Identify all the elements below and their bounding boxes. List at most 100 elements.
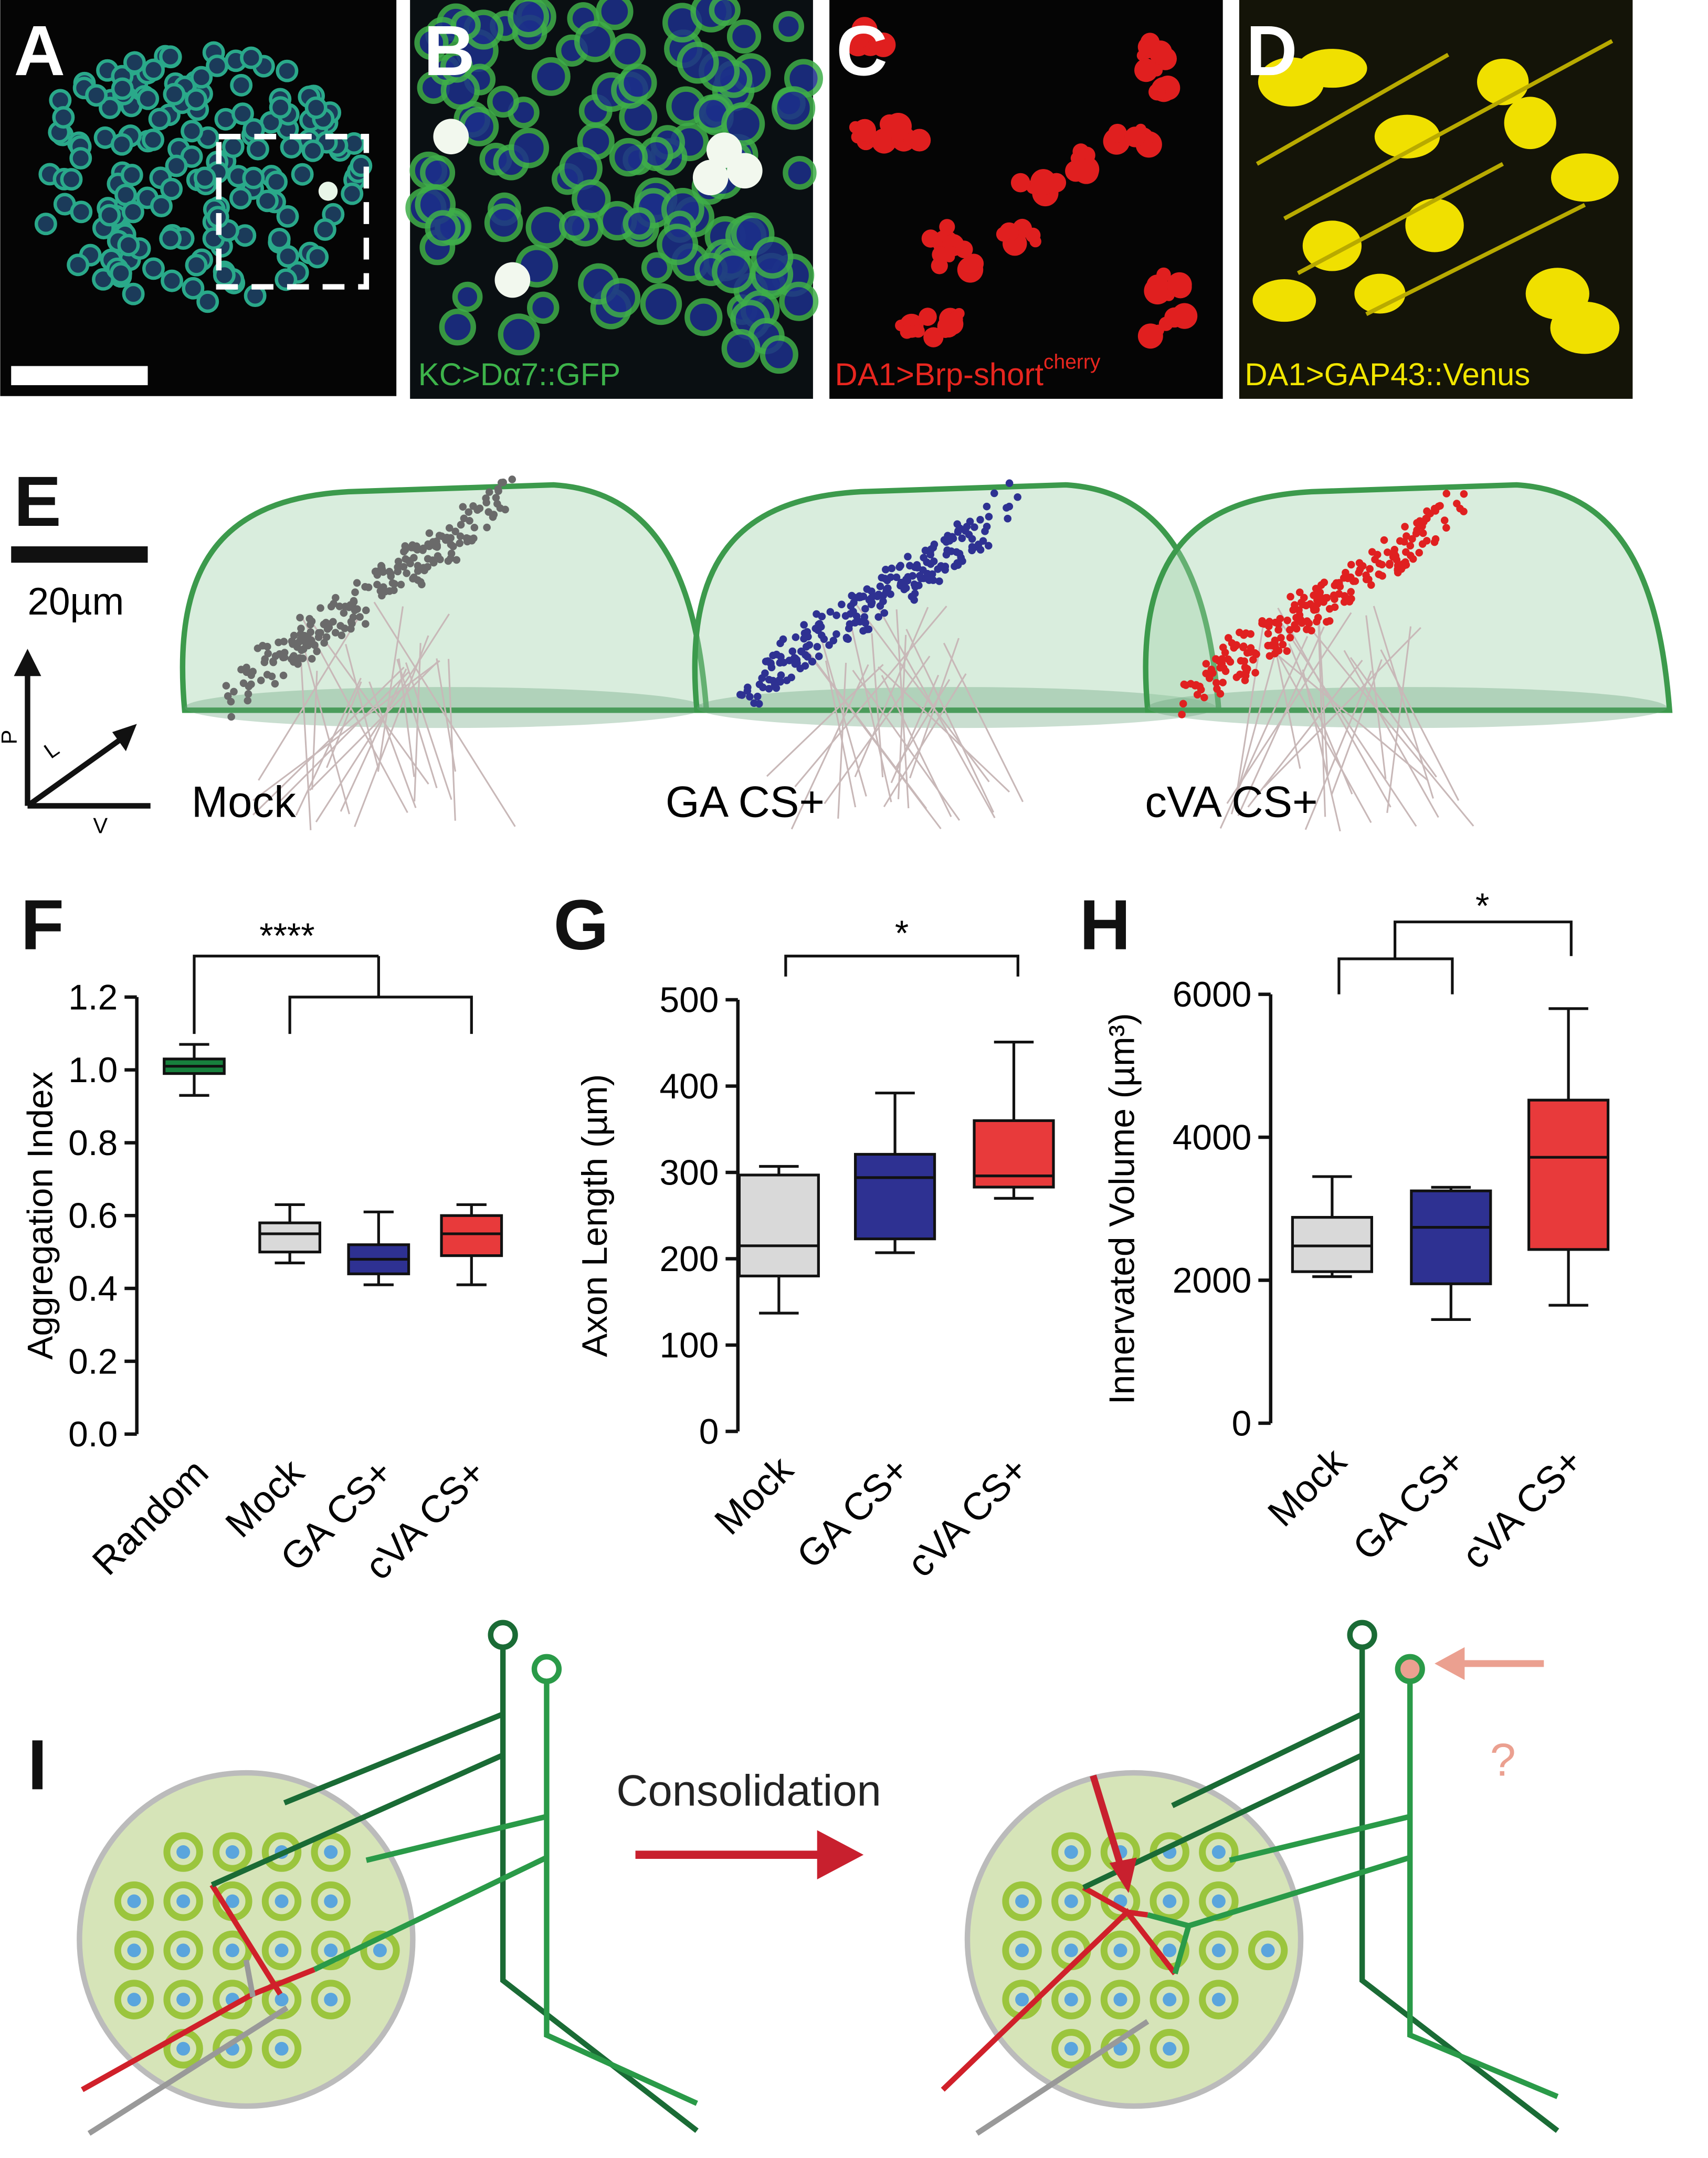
axon bbox=[1349, 657, 1437, 778]
blob bbox=[1146, 274, 1168, 297]
cell bbox=[452, 281, 483, 312]
bouton bbox=[1310, 591, 1317, 599]
soma bbox=[1395, 1654, 1425, 1684]
x-tick-label: cVA CS+ bbox=[1454, 1440, 1591, 1577]
axon bbox=[1343, 650, 1439, 818]
cell bbox=[1297, 49, 1367, 88]
kc-dot bbox=[324, 1845, 338, 1859]
bouton bbox=[490, 511, 498, 519]
bouton bbox=[919, 566, 927, 574]
kc-ring bbox=[1150, 1980, 1189, 2019]
bouton bbox=[322, 619, 330, 627]
bouton bbox=[818, 631, 826, 639]
cell bbox=[657, 224, 699, 266]
kc-dot bbox=[176, 1845, 191, 1859]
cell bbox=[231, 102, 254, 125]
bouton bbox=[508, 475, 516, 483]
orientation-axes bbox=[25, 669, 151, 809]
bouton bbox=[445, 524, 454, 532]
axon bbox=[854, 607, 929, 778]
kc-dot bbox=[324, 1943, 338, 1958]
cell bbox=[318, 182, 338, 201]
axon bbox=[807, 651, 927, 809]
bouton bbox=[983, 522, 991, 531]
bouton bbox=[851, 619, 859, 627]
blob bbox=[1029, 235, 1041, 248]
bouton bbox=[968, 535, 976, 543]
axon bbox=[309, 619, 429, 785]
bouton bbox=[299, 654, 307, 662]
bouton bbox=[1247, 630, 1254, 638]
bouton bbox=[449, 542, 457, 551]
bouton bbox=[1384, 548, 1391, 556]
significance-bracket bbox=[288, 996, 473, 1034]
bouton bbox=[269, 658, 278, 667]
bouton bbox=[1373, 551, 1382, 559]
bouton bbox=[966, 517, 974, 525]
bouton bbox=[798, 648, 806, 656]
bouton bbox=[958, 534, 966, 542]
kc-ring bbox=[1150, 1881, 1189, 1921]
kc-dot bbox=[1015, 1993, 1029, 2007]
kc-ring bbox=[1051, 1980, 1091, 2019]
neuron bbox=[1082, 1885, 1148, 1918]
bouton bbox=[492, 494, 500, 502]
bouton bbox=[1345, 598, 1354, 606]
scale-bar-label: 20µm bbox=[27, 580, 124, 623]
bouton bbox=[353, 579, 361, 587]
axon bbox=[1312, 630, 1474, 827]
cell bbox=[277, 245, 299, 268]
bouton bbox=[1274, 620, 1282, 628]
bouton bbox=[783, 676, 791, 684]
cell bbox=[618, 64, 657, 102]
neuron bbox=[1229, 1814, 1411, 1863]
blob bbox=[853, 119, 877, 142]
bouton bbox=[1375, 570, 1384, 579]
kc-ring bbox=[163, 1881, 203, 1921]
cell bbox=[246, 137, 269, 161]
bouton bbox=[1389, 553, 1397, 561]
bouton bbox=[1413, 526, 1421, 534]
calyx-base bbox=[1147, 687, 1667, 728]
cell bbox=[185, 253, 208, 277]
bouton bbox=[340, 609, 348, 617]
cell bbox=[185, 88, 208, 111]
bouton bbox=[1422, 537, 1431, 545]
bouton bbox=[457, 521, 465, 529]
axon bbox=[853, 600, 990, 782]
cell bbox=[256, 189, 279, 213]
cell bbox=[182, 277, 205, 300]
bouton bbox=[765, 675, 773, 684]
kc-ring bbox=[1100, 1930, 1141, 1971]
significance-label: * bbox=[1475, 886, 1489, 926]
bouton bbox=[958, 557, 966, 565]
significance-bracket bbox=[1394, 921, 1573, 959]
bouton bbox=[385, 587, 394, 595]
cell bbox=[85, 84, 108, 107]
kc-dot bbox=[225, 1894, 239, 1908]
blob bbox=[1030, 169, 1057, 195]
x-tick-label: Random bbox=[85, 1451, 217, 1583]
kc-ring bbox=[114, 1930, 154, 1971]
cell bbox=[313, 218, 336, 241]
cell bbox=[111, 77, 134, 100]
kc-dot bbox=[1113, 1943, 1127, 1958]
kc-ring bbox=[311, 1930, 351, 1971]
bouton bbox=[1365, 575, 1373, 584]
cell bbox=[1504, 97, 1556, 150]
kc-dot bbox=[1163, 1894, 1177, 1908]
bouton bbox=[904, 573, 912, 581]
kc-ring bbox=[311, 1881, 351, 1921]
bouton bbox=[1323, 618, 1331, 626]
bouton bbox=[1291, 621, 1299, 629]
significance-label: * bbox=[895, 914, 909, 953]
cell bbox=[726, 19, 762, 54]
kc-ring bbox=[1051, 2029, 1091, 2069]
kc-ring bbox=[261, 1881, 302, 1921]
bouton bbox=[300, 632, 309, 640]
axon bbox=[340, 668, 407, 812]
bouton bbox=[859, 627, 867, 635]
kc-ring bbox=[311, 1832, 351, 1872]
zoom-box bbox=[216, 134, 370, 290]
kc-dot bbox=[1211, 1845, 1226, 1859]
